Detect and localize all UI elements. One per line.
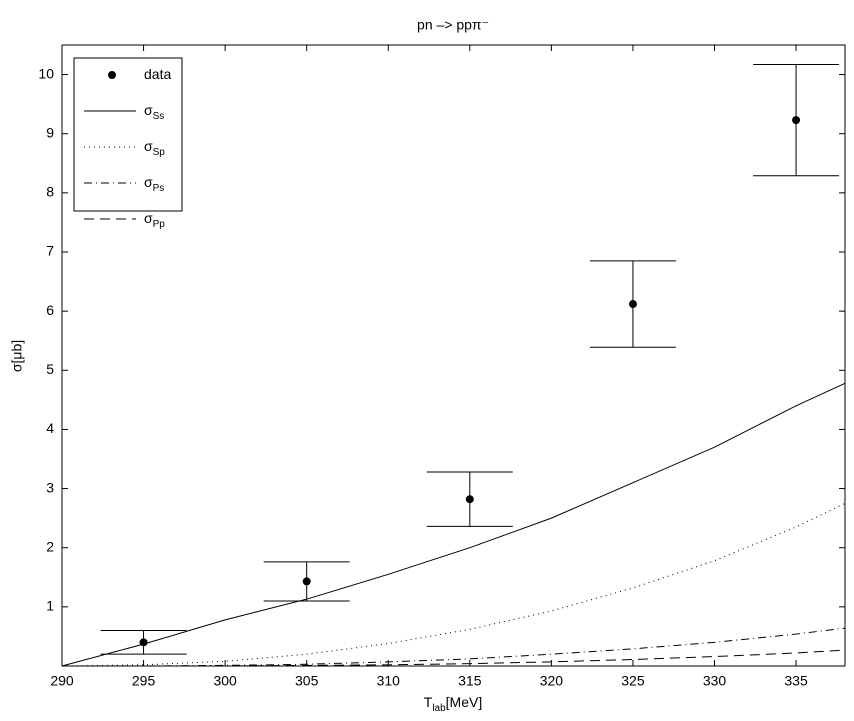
curve (61, 382, 846, 667)
y-tick-label: 8 (46, 184, 54, 200)
curve (62, 627, 846, 667)
legend-name: σ (144, 210, 153, 226)
x-tick-label: 335 (784, 673, 808, 689)
y-tick-label: 10 (38, 65, 54, 81)
legend-sub: Pp (153, 219, 166, 230)
x-tick-label: 330 (703, 673, 727, 689)
y-tick-label: 3 (46, 479, 54, 495)
x-tick-label: 310 (377, 673, 401, 689)
y-tick-label: 7 (46, 243, 54, 259)
x-label-unit: [MeV] (446, 694, 483, 710)
x-tick-label: 295 (132, 673, 156, 689)
data-point (302, 577, 311, 586)
legend-box (73, 57, 183, 212)
x-tick-label: 290 (50, 673, 74, 689)
legend-sub: Ps (153, 183, 165, 194)
legend-label: σPp (144, 210, 165, 230)
y-axis-label: σ[μb] (9, 340, 25, 372)
x-label-sub: lab (432, 703, 446, 714)
y-tick-label: 9 (46, 124, 54, 140)
legend-name: σ (144, 138, 153, 154)
legend-name: data (144, 66, 171, 82)
legend-label: σPs (144, 174, 164, 194)
legend-sub: Ss (153, 111, 165, 122)
x-tick-label: 305 (295, 673, 319, 689)
legend-label: σSp (144, 138, 165, 158)
y-tick-label: 4 (46, 420, 54, 436)
curve (62, 649, 846, 667)
x-tick-label: 300 (213, 673, 237, 689)
x-tick-label: 320 (540, 673, 564, 689)
x-tick-label: 315 (458, 673, 482, 689)
plot-frame (61, 44, 846, 667)
x-axis-label: Tlab[MeV] (424, 694, 483, 714)
y-tick-label: 1 (46, 598, 54, 614)
data-point (465, 495, 474, 504)
chart-title: pn –> ppπ⁻ (417, 17, 489, 33)
legend-label: data (144, 66, 171, 82)
legend-name: σ (144, 102, 153, 118)
x-label-main: T (424, 694, 433, 710)
legend-name: σ (144, 174, 153, 190)
curve (61, 502, 846, 667)
legend-marker (108, 71, 116, 79)
x-tick-label: 325 (621, 673, 645, 689)
y-tick-label: 6 (46, 302, 54, 318)
legend-label: σSs (144, 102, 164, 122)
y-tick-label: 5 (46, 361, 54, 377)
y-tick-label: 2 (46, 538, 54, 554)
data-point (628, 300, 637, 309)
data-point (792, 116, 801, 125)
legend-sub: Sp (153, 147, 166, 158)
